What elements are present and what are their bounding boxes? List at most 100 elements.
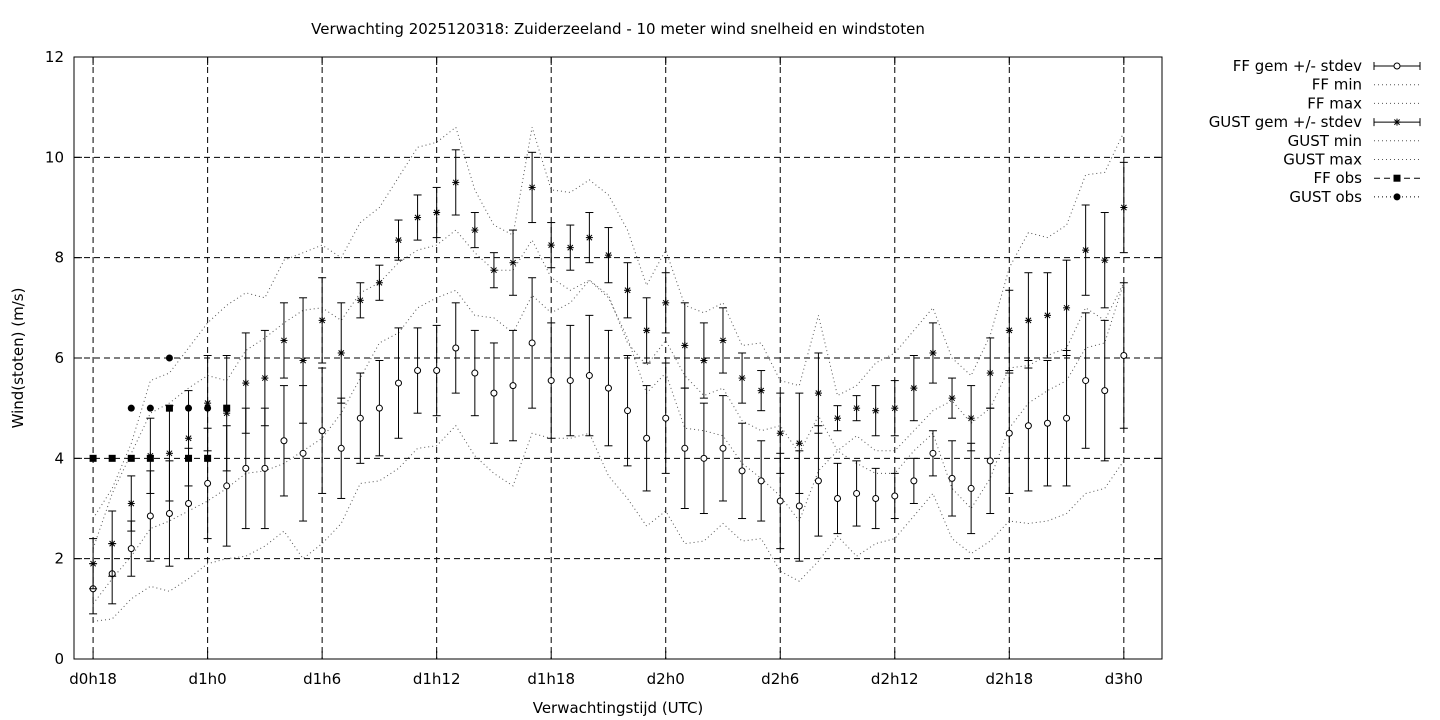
asterisk-stroke xyxy=(204,400,211,407)
y-axis-label: Wind(stoten) (m/s) xyxy=(9,288,27,429)
gust-marker xyxy=(471,226,479,234)
legend-label: FF max xyxy=(1307,94,1362,112)
legend-item: FF gem +/- stdev xyxy=(1233,57,1421,75)
ff-point xyxy=(852,460,861,527)
gust-point xyxy=(1024,272,1033,369)
gust-point xyxy=(108,510,117,577)
ff-point xyxy=(489,342,498,444)
ff-marker xyxy=(242,464,250,472)
gust-point xyxy=(909,354,918,422)
gust-point xyxy=(528,151,537,224)
plot-series xyxy=(89,126,1128,622)
gust-marker xyxy=(356,296,364,304)
gust-marker xyxy=(261,374,269,382)
ff-marker xyxy=(891,492,899,500)
ff-marker xyxy=(471,369,479,377)
asterisk-stroke xyxy=(166,450,173,457)
gust-marker xyxy=(509,259,517,267)
ff-point xyxy=(279,385,288,497)
gust-point xyxy=(833,405,842,432)
gust-marker xyxy=(948,394,956,402)
gust-point xyxy=(852,395,861,422)
ff-marker xyxy=(509,382,517,390)
gust-marker xyxy=(566,244,574,252)
ff-marker xyxy=(967,484,975,492)
ff-marker xyxy=(566,377,574,385)
gust-point xyxy=(260,329,269,427)
asterisk-stroke xyxy=(605,252,612,259)
gust-marker xyxy=(318,316,326,324)
asterisk-stroke xyxy=(891,405,898,412)
legend-item: FF min xyxy=(1312,76,1420,94)
gust-point xyxy=(451,149,460,216)
ff-marker xyxy=(1082,377,1090,385)
gust-marker xyxy=(1005,326,1013,334)
ff-point xyxy=(1043,360,1052,487)
gust-obs-marker xyxy=(204,404,212,412)
y-tick-label: 0 xyxy=(54,650,64,668)
gust-point xyxy=(585,212,594,264)
ff-marker xyxy=(165,510,173,518)
gust-marker xyxy=(337,349,345,357)
ff-point xyxy=(260,407,269,530)
ff-marker xyxy=(414,367,422,375)
gust-marker xyxy=(127,499,135,507)
asterisk-stroke xyxy=(109,540,116,547)
gust-marker xyxy=(700,357,708,365)
ff-marker xyxy=(1024,422,1032,430)
ff-point xyxy=(948,440,957,517)
gust-point xyxy=(489,252,498,289)
gust-marker xyxy=(853,404,861,412)
asterisk-stroke xyxy=(471,227,478,234)
asterisk-stroke xyxy=(968,415,975,422)
ff-marker xyxy=(776,497,784,505)
ff-marker xyxy=(185,499,193,507)
asterisk-stroke xyxy=(510,259,516,266)
legend-label: FF gem +/- stdev xyxy=(1233,57,1362,75)
gust-marker xyxy=(242,379,250,387)
ff-point xyxy=(967,442,976,535)
ff-marker xyxy=(948,474,956,482)
asterisk-stroke xyxy=(586,234,593,241)
ff-marker xyxy=(490,389,498,397)
gust-marker xyxy=(814,389,822,397)
ff-marker xyxy=(853,489,861,497)
gust-point xyxy=(604,227,613,284)
ff-point xyxy=(509,329,518,442)
gust-point xyxy=(795,392,804,494)
series-line xyxy=(92,126,1125,519)
ff-point xyxy=(814,425,823,537)
y-tick-labels: 0 2 4 6 8 10 12 xyxy=(45,48,64,668)
gust-marker xyxy=(108,540,116,548)
asterisk-stroke xyxy=(929,350,936,356)
ff-obs-marker xyxy=(185,454,193,462)
gust-point xyxy=(413,194,422,241)
ff-marker xyxy=(356,414,364,422)
asterisk-stroke xyxy=(987,370,994,377)
ff-point xyxy=(356,372,365,464)
asterisk-stroke xyxy=(319,317,326,324)
gust-point xyxy=(375,264,384,301)
gust-marker xyxy=(662,299,670,307)
gust-marker xyxy=(604,251,612,259)
gust-marker xyxy=(795,439,803,447)
gust-marker xyxy=(834,414,842,422)
gust-point xyxy=(1062,259,1071,356)
gust-marker xyxy=(910,384,918,392)
ff-marker xyxy=(738,467,746,475)
asterisk-stroke xyxy=(1025,317,1032,324)
asterisk-stroke xyxy=(834,415,841,422)
ff-marker xyxy=(1063,414,1071,422)
legend-marker xyxy=(1393,193,1401,201)
asterisk-stroke xyxy=(853,405,860,412)
gust-point xyxy=(279,302,288,379)
gust-obs-marker xyxy=(185,404,193,412)
ff-point xyxy=(413,327,422,414)
ff-point xyxy=(642,385,651,492)
ff-marker xyxy=(757,477,765,485)
asterisk-stroke xyxy=(815,390,822,397)
ff-point xyxy=(566,324,575,437)
ff-point xyxy=(661,362,670,474)
x-axis-label: Verwachtingstijd (UTC) xyxy=(533,699,704,717)
gust-marker xyxy=(375,279,383,287)
